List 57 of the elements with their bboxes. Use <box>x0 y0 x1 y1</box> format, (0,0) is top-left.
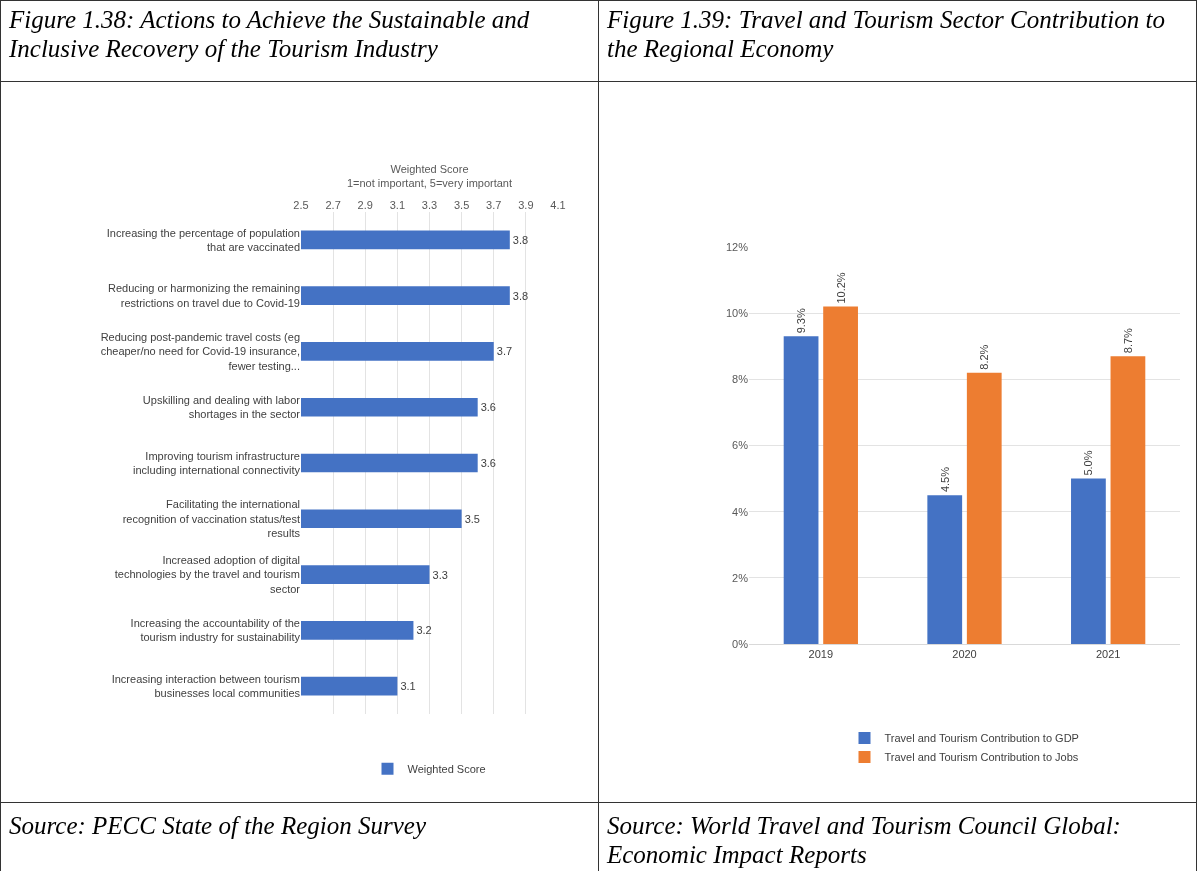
x-tick-label: 2020 <box>952 648 977 661</box>
legend-label: Weighted Score <box>407 762 486 775</box>
source-note: Source: PECC State of the Region Survey <box>0 802 599 871</box>
bar <box>927 495 963 644</box>
y-tick-label: 4% <box>732 505 749 518</box>
y-tick-label: 8% <box>732 373 749 386</box>
data-label: 8.2% <box>978 344 991 370</box>
y-tick-label: 12% <box>725 240 749 253</box>
y-tick-label: Reducing post-pandemic travel costs (eg cheaper/no need for Covid-19 insurance, fewer testing... <box>100 330 300 372</box>
source-note: Source: World Travel and Tourism Council Global: Economic Impact Reports <box>598 802 1197 871</box>
x-tick-label: 2021 <box>1095 648 1121 661</box>
x-tick-label: 3.7 <box>486 198 502 211</box>
y-tick-label: Upskilling and dealing with labor shortages in the sector <box>142 393 301 421</box>
y-tick-label: Improving tourism infrastructure including international connectivity <box>133 449 301 476</box>
y-tick-label: 10% <box>725 307 749 320</box>
bar <box>1071 478 1106 644</box>
bar <box>823 306 858 644</box>
data-label: 5.0% <box>1082 450 1095 476</box>
x-tick-label: 3.3 <box>421 198 438 211</box>
y-tick-label: 6% <box>732 439 749 452</box>
legend-label: Travel and Tourism Contribution to GDP <box>884 732 1079 745</box>
y-tick-label: Increasing the accountability of the tourism industry for sustainability <box>130 617 301 644</box>
bar <box>783 336 819 644</box>
bar <box>966 372 1002 644</box>
data-label: 8.7% <box>1121 327 1134 354</box>
y-tick-label: Increasing the percentage of population that are vaccinated <box>106 226 300 253</box>
bar <box>1110 356 1146 644</box>
data-label: 3.7 <box>496 345 513 358</box>
data-label: 10.2% <box>834 272 847 304</box>
y-tick-label: Facilitating the international recognition of vaccination status/test results <box>122 498 301 539</box>
x-tick-label: 3.1 <box>389 198 406 211</box>
chart-title: Figure 1.38: Actions to Achieve the Sustainable and Inclusive Recovery of the Tourism Industry <box>0 0 599 82</box>
x-axis-title: Weighted Score 1=not important, 5=very important <box>346 163 513 190</box>
data-label: 3.5 <box>464 512 480 525</box>
y-tick-label: Increased adoption of digital technologies by the travel and tourism sector <box>114 554 301 595</box>
data-label: 3.1 <box>400 680 416 693</box>
data-label: 3.3 <box>432 568 448 581</box>
x-tick-label: 4.1 <box>550 198 566 211</box>
x-tick-label: 2019 <box>808 648 834 661</box>
y-tick-label: Reducing or harmonizing the remaining restrictions on travel due to Covid-19 <box>108 282 300 309</box>
y-tick-label: 2% <box>732 571 749 584</box>
data-label: 3.8 <box>512 233 529 246</box>
legend-label: Travel and Tourism Contribution to Jobs <box>884 751 1079 764</box>
chart-title: Figure 1.39: Travel and Tourism Sector Contribution to the Regional Economy <box>598 0 1197 82</box>
data-label: 3.8 <box>512 289 529 302</box>
x-tick-label: 3.5 <box>453 198 470 211</box>
x-tick-label: 2.5 <box>293 198 309 211</box>
data-label: 9.3% <box>795 308 808 334</box>
data-label: 3.6 <box>480 457 496 469</box>
y-tick-label: Increasing interaction between tourism businesses local communities <box>111 672 301 700</box>
data-label: 3.6 <box>480 401 496 414</box>
x-tick-label: 2.7 <box>325 198 341 211</box>
data-label: 4.5% <box>938 466 951 493</box>
data-label: 3.2 <box>416 624 432 637</box>
x-tick-label: 3.9 <box>518 198 534 211</box>
x-tick-label: 2.9 <box>357 198 373 211</box>
y-tick-label: 0% <box>732 637 749 650</box>
